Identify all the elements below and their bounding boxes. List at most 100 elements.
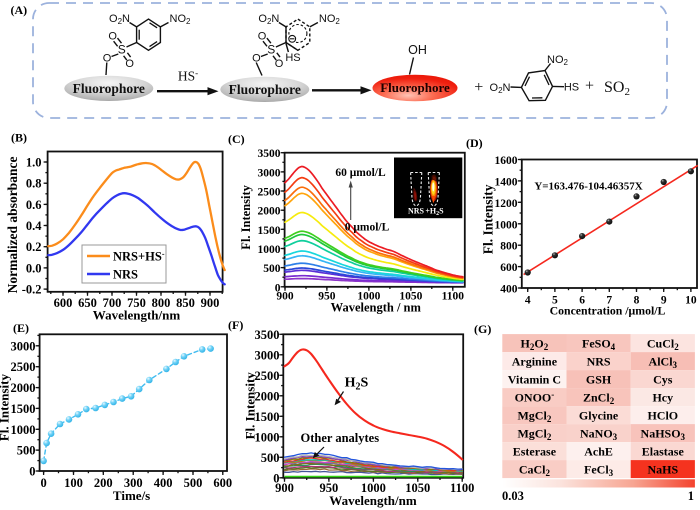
svg-text:H2O2: H2O2 [521,336,549,352]
svg-text:9: 9 [661,295,667,307]
svg-text:7: 7 [606,295,612,307]
svg-text:O2N: O2N [258,13,279,26]
svg-text:400: 400 [500,284,518,296]
svg-text:O: O [125,58,134,70]
svg-text:S: S [118,43,126,57]
svg-text:500: 500 [17,444,36,458]
svg-text:Cys: Cys [653,372,673,386]
svg-text:-0.2: -0.2 [22,283,42,297]
svg-text:200: 200 [94,476,113,490]
svg-text:CuCl2: CuCl2 [647,336,679,352]
svg-text:300: 300 [124,476,143,490]
svg-text:O: O [258,31,267,43]
svg-text:900: 900 [275,481,294,495]
svg-text:+: + [474,79,483,96]
svg-text:HS: HS [285,52,300,64]
svg-text:(F): (F) [228,318,243,332]
svg-text:(G): (G) [474,322,491,336]
svg-text:0 μmol/L: 0 μmol/L [345,222,390,234]
svg-text:HS-: HS- [178,68,198,84]
svg-text:ZnCl2: ZnCl2 [583,390,615,406]
svg-text:AchE: AchE [584,444,613,458]
svg-text:NaNO3: NaNO3 [580,426,618,442]
svg-text:Fluorophore: Fluorophore [229,82,301,97]
svg-text:(E): (E) [13,321,29,335]
svg-text:H2S: H2S [345,376,369,393]
svg-text:CaCl2: CaCl2 [519,462,551,478]
svg-text:NO2: NO2 [319,13,341,26]
svg-text:Fl. Intensity: Fl. Intensity [239,184,253,249]
svg-text:60 μmol/L: 60 μmol/L [335,167,386,179]
svg-text:Esterase: Esterase [513,444,557,458]
svg-text:650: 650 [78,296,97,310]
svg-text:600: 600 [54,296,73,310]
svg-text:Hcy: Hcy [652,390,673,404]
svg-text:2500: 2500 [258,187,281,199]
svg-text:NaHSO3: NaHSO3 [641,426,686,442]
svg-text:(A): (A) [11,3,28,17]
svg-text:FeCl3: FeCl3 [584,462,614,478]
svg-text:1500: 1500 [255,410,280,424]
svg-text:Time/s: Time/s [113,488,150,503]
svg-text:1000: 1000 [258,244,281,256]
svg-text:GSH: GSH [586,372,612,386]
svg-text:0.8: 0.8 [26,177,42,191]
svg-text:Fl. Intensity: Fl. Intensity [481,184,496,254]
svg-text:900: 900 [276,291,294,303]
svg-text:Vitamin C: Vitamin C [508,372,561,386]
svg-text:0.03: 0.03 [502,489,524,503]
svg-text:1000: 1000 [495,219,518,231]
svg-text:1050: 1050 [399,291,422,303]
svg-text:(B): (B) [11,131,27,145]
svg-text:500: 500 [261,451,280,465]
svg-text:Wavelength/nm: Wavelength/nm [93,308,181,323]
svg-text:3000: 3000 [258,167,281,179]
svg-text:10: 10 [685,295,697,307]
svg-text:0.6: 0.6 [26,198,42,212]
svg-text:600: 600 [213,476,232,490]
svg-text:1100: 1100 [442,291,465,303]
svg-text:(D): (D) [466,136,483,150]
svg-text:5: 5 [552,295,558,307]
svg-text:500: 500 [263,263,281,275]
svg-text:O: O [252,53,261,65]
svg-text:+H2S: +H2S [425,207,444,218]
svg-text:1200: 1200 [495,198,518,210]
svg-text:500: 500 [184,476,203,490]
svg-text:SO2: SO2 [604,79,630,98]
svg-text:Fluorophore: Fluorophore [73,81,145,96]
svg-text:0: 0 [29,465,35,479]
svg-text:1050: 1050 [405,481,430,495]
svg-text:8: 8 [634,295,640,307]
svg-text:Other analytes: Other analytes [301,431,380,445]
svg-text:AlCl3: AlCl3 [649,354,678,370]
svg-text:2000: 2000 [258,206,281,218]
svg-text:2500: 2500 [255,369,280,383]
svg-text:NO2: NO2 [547,54,569,67]
svg-text:Y=163.476-104.46357X: Y=163.476-104.46357X [534,181,642,193]
svg-text:MgCl2: MgCl2 [517,426,551,442]
svg-text:HClO: HClO [647,408,678,422]
svg-text:800: 800 [152,296,171,310]
svg-text:Normalized absorbance: Normalized absorbance [5,157,20,294]
svg-text:0: 0 [273,471,279,485]
svg-text:MgCl2: MgCl2 [517,408,551,424]
svg-text:O: O [103,53,112,65]
svg-text:Fl. Intensity: Fl. Intensity [243,372,258,440]
svg-text:1500: 1500 [11,402,36,416]
svg-text:Arginine: Arginine [512,354,558,368]
svg-text:0.4: 0.4 [26,219,42,233]
svg-text:2500: 2500 [11,360,36,374]
svg-text:O2N: O2N [490,82,511,95]
svg-text:NRS: NRS [113,268,138,282]
svg-text:S: S [267,43,275,57]
svg-text:100: 100 [64,476,83,490]
svg-text:NO2: NO2 [170,13,192,26]
svg-text:3000: 3000 [11,339,36,353]
svg-text:0.2: 0.2 [26,240,42,254]
svg-text:400: 400 [154,476,173,490]
svg-text:1000: 1000 [11,423,36,437]
svg-text:850: 850 [176,296,195,310]
svg-text:1000: 1000 [357,291,380,303]
svg-text:0: 0 [40,476,46,490]
